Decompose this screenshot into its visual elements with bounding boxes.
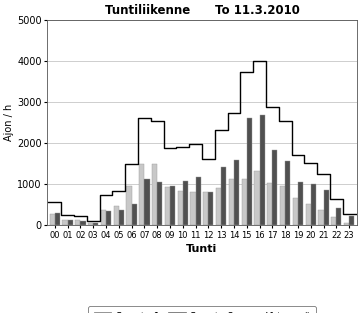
Bar: [50, 214, 55, 225]
Bar: [203, 192, 208, 225]
Bar: [93, 223, 98, 225]
Bar: [242, 179, 247, 225]
Bar: [152, 165, 157, 225]
Bar: [323, 190, 329, 225]
Bar: [285, 161, 290, 225]
Bar: [318, 210, 323, 225]
Bar: [114, 206, 119, 225]
Bar: [178, 191, 183, 225]
Bar: [311, 184, 316, 225]
Bar: [280, 186, 285, 225]
Bar: [255, 171, 260, 225]
Bar: [247, 118, 252, 225]
Bar: [229, 179, 234, 225]
Bar: [183, 181, 188, 225]
Legend: Suunta 1, Suunta 2, Yhteensä: Suunta 1, Suunta 2, Yhteensä: [88, 306, 316, 313]
Bar: [126, 186, 132, 225]
Title: Tuntiliikenne      To 11.3.2010: Tuntiliikenne To 11.3.2010: [105, 4, 299, 17]
Bar: [81, 221, 86, 225]
Bar: [293, 198, 298, 225]
Bar: [216, 188, 221, 225]
Bar: [208, 192, 213, 225]
Bar: [62, 220, 68, 225]
Bar: [88, 223, 93, 225]
Bar: [106, 211, 111, 225]
Bar: [170, 186, 175, 225]
Bar: [306, 204, 311, 225]
Bar: [165, 187, 170, 225]
Bar: [157, 182, 162, 225]
Bar: [260, 115, 265, 225]
Bar: [191, 192, 196, 225]
Bar: [119, 210, 124, 225]
Bar: [75, 220, 81, 225]
Bar: [267, 182, 272, 225]
Bar: [139, 164, 144, 225]
Bar: [336, 208, 342, 225]
Bar: [234, 160, 239, 225]
Bar: [349, 216, 354, 225]
Y-axis label: Ajon / h: Ajon / h: [4, 104, 14, 141]
X-axis label: Tunti: Tunti: [186, 244, 218, 254]
Bar: [298, 182, 303, 225]
Bar: [331, 217, 336, 225]
Bar: [144, 179, 149, 225]
Bar: [132, 203, 137, 225]
Bar: [68, 220, 73, 225]
Bar: [101, 210, 106, 225]
Bar: [196, 177, 201, 225]
Bar: [221, 167, 226, 225]
Bar: [272, 150, 278, 225]
Bar: [55, 213, 60, 225]
Bar: [344, 223, 349, 225]
